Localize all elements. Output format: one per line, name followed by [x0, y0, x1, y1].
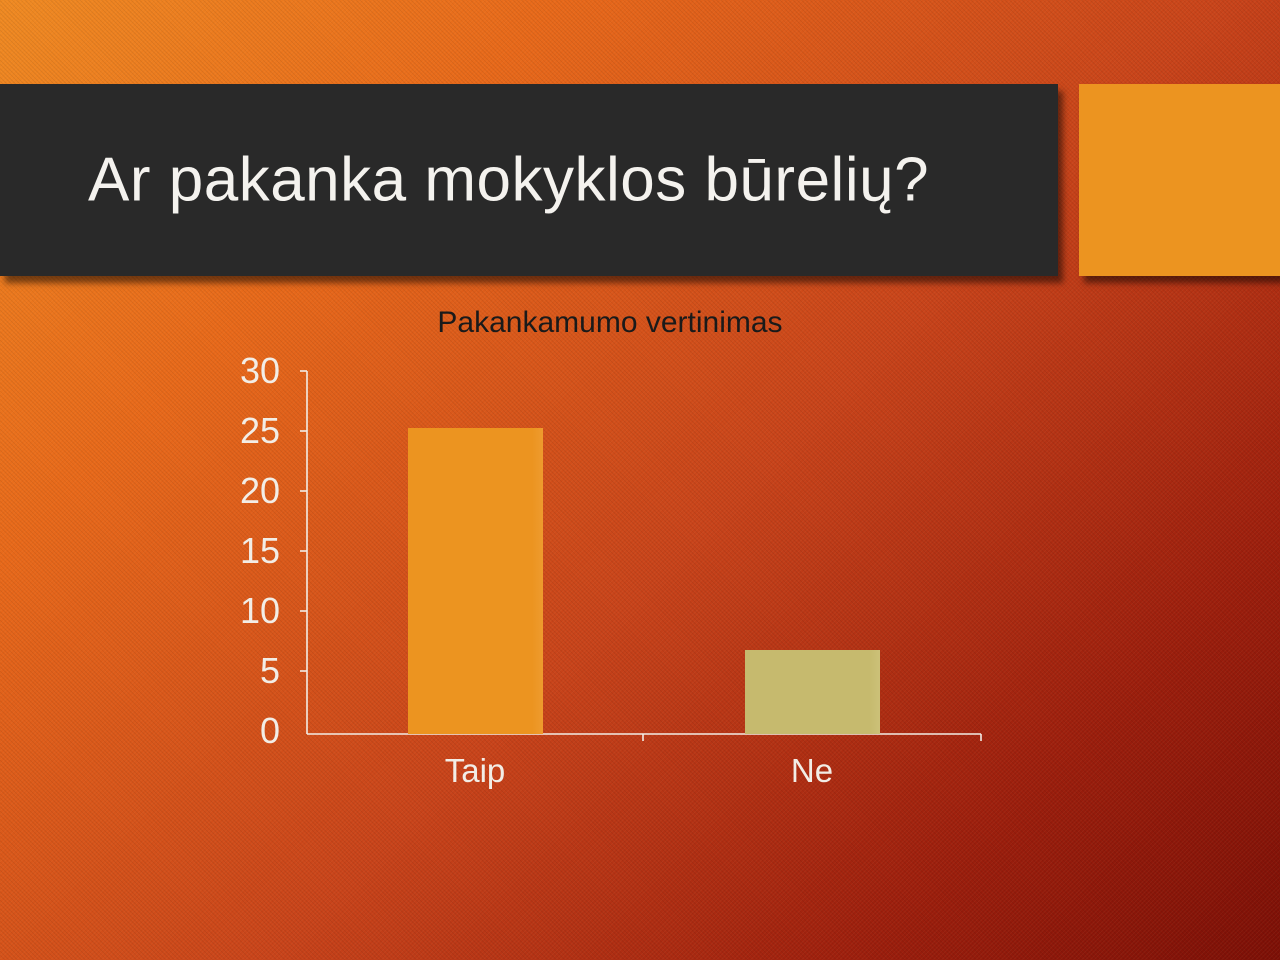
svg-text:5: 5	[260, 650, 280, 691]
svg-text:25: 25	[240, 410, 280, 451]
svg-text:Ne: Ne	[791, 752, 833, 789]
svg-text:0: 0	[260, 710, 280, 751]
svg-text:10: 10	[240, 590, 280, 631]
svg-text:20: 20	[240, 470, 280, 511]
svg-text:Taip: Taip	[445, 752, 506, 789]
svg-text:30: 30	[240, 350, 280, 391]
svg-text:15: 15	[240, 530, 280, 571]
